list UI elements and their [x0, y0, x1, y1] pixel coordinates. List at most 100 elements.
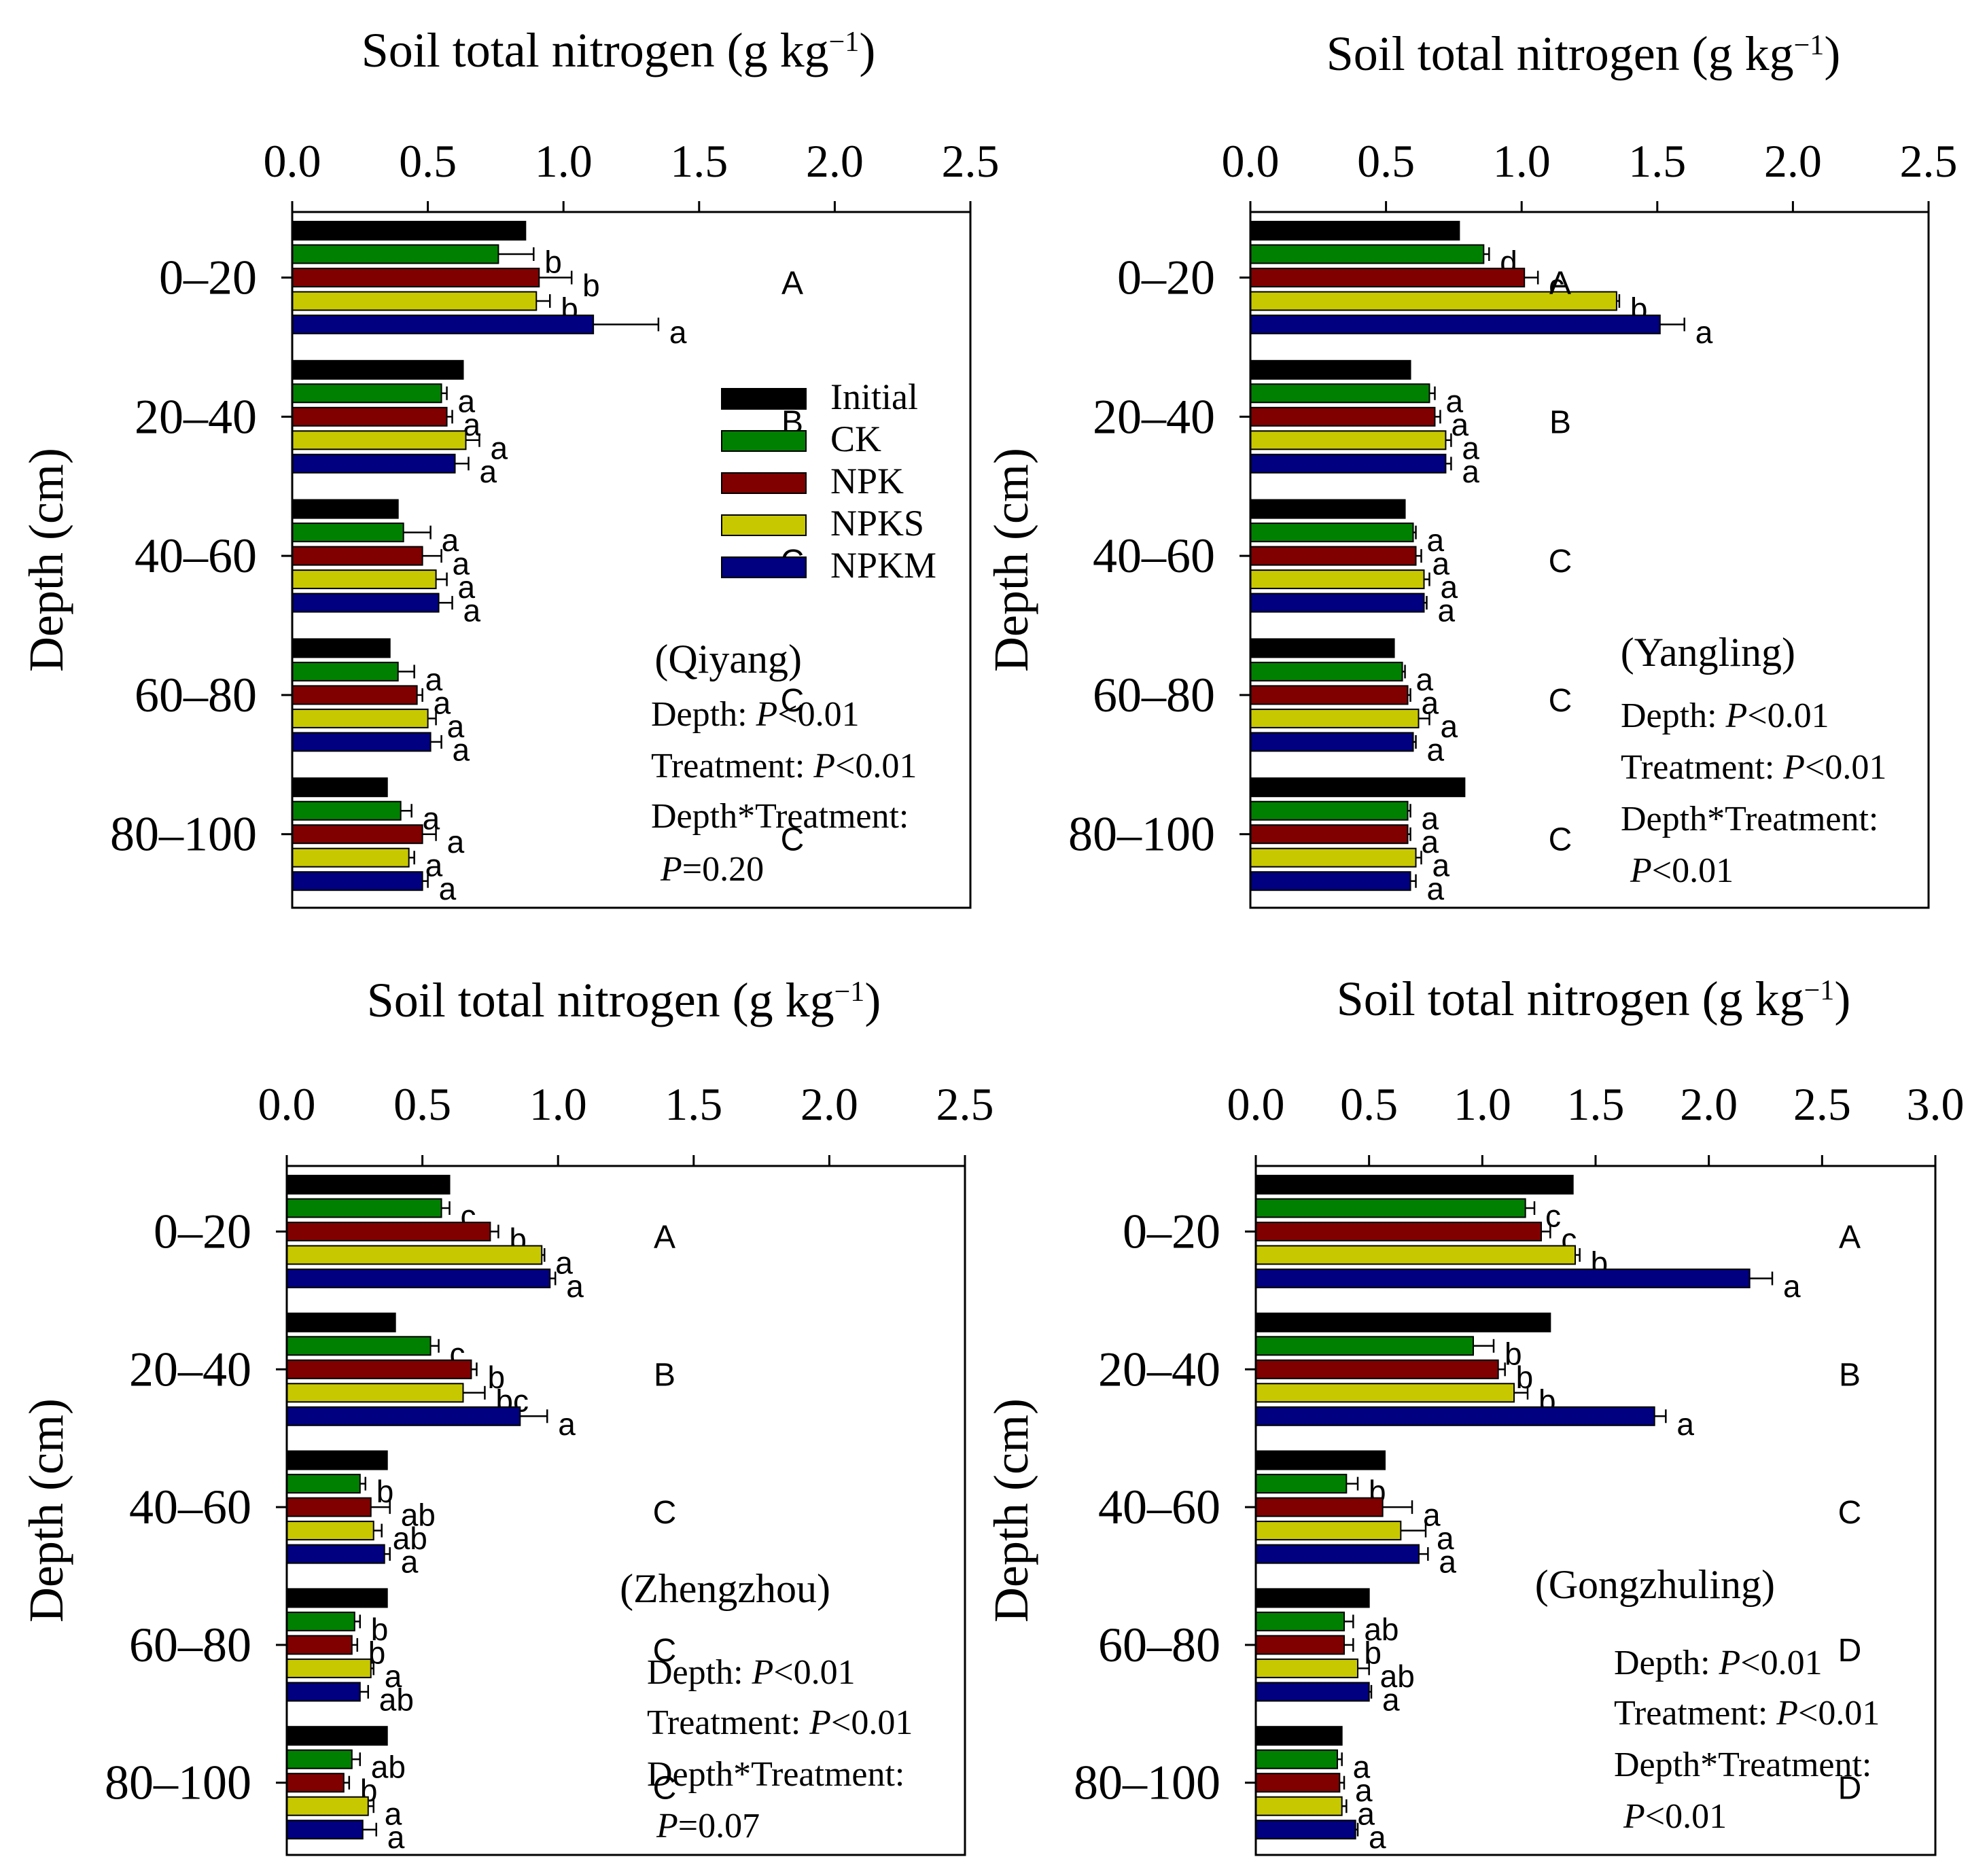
significance-letter: a [447, 709, 465, 744]
x-tick-label: 1.0 [529, 1078, 587, 1130]
stats-depth-part: <0.01 [1740, 1644, 1822, 1682]
significance-letter: a [1422, 824, 1439, 860]
y-tick-label: 80–100 [1068, 807, 1215, 862]
bar-initial-20-40 [286, 1312, 396, 1332]
chart-title: Soil total nitrogen (g kg−1) [362, 23, 876, 77]
y-tick-label: 20–40 [135, 389, 257, 444]
bar-npks-60-80 [1250, 708, 1420, 728]
bar-npkm-80-100 [292, 871, 423, 891]
bar-ck-60-80 [1255, 1611, 1345, 1631]
bar-initial-40-60 [1250, 499, 1406, 519]
stats-interaction-p: P [656, 1807, 678, 1845]
stats-depth-part: <0.01 [777, 695, 859, 734]
stats-interaction-label: Depth*Treatment: [1621, 800, 1878, 838]
bar-npk-80-100 [286, 1773, 345, 1793]
bar-npk-60-80 [1255, 1635, 1345, 1655]
panel-yangling: Soil total nitrogen (g kg−1) 0.0 0.5 1.0 1.5… [984, 26, 1958, 909]
significance-letter: b [1505, 1336, 1522, 1371]
significance-letter: a [1432, 848, 1449, 883]
y-tick-label: 40–60 [135, 529, 257, 583]
bar-ck-80-100 [1255, 1749, 1338, 1769]
depth-significance-letter: A [654, 1220, 675, 1256]
stats-interaction-label: Depth*Treatment: [1614, 1746, 1871, 1784]
x-tick-label: 0.0 [264, 135, 321, 187]
x-tick-label: 0.5 [399, 135, 457, 187]
significance-letter: a [425, 662, 443, 697]
significance-letter: a [1357, 1797, 1375, 1832]
depth-significance-letter: C [781, 822, 805, 858]
stats-depth-part: <0.01 [773, 1653, 855, 1692]
x-tick-label: 2.5 [1793, 1078, 1851, 1130]
legend-label-npks: NPKS [830, 503, 924, 544]
bar-ck-20-40 [1255, 1336, 1474, 1356]
bar-npks-40-60 [1255, 1521, 1402, 1541]
site-label: (Zhengzhou) [620, 1566, 830, 1611]
x-tick-label: 1.5 [1567, 1078, 1625, 1130]
bar-npks-20-40 [286, 1383, 464, 1403]
significance-letter: a [669, 315, 687, 350]
depth-significance-letter: D [1838, 1771, 1862, 1807]
significance-letter: a [1676, 1406, 1694, 1442]
significance-letter: ab [1380, 1659, 1415, 1694]
bar-npk-40-60 [1255, 1497, 1384, 1517]
depth-significance-letter: C [1549, 683, 1572, 719]
bar-initial-80-100 [286, 1726, 388, 1746]
significance-letter: ab [393, 1521, 427, 1556]
chart-title-text: Soil total nitrogen (g kg [1337, 972, 1804, 1026]
y-tick-label: 60–80 [135, 668, 257, 722]
depth-significance-letter: B [654, 1357, 675, 1393]
significance-letter: a [453, 732, 470, 767]
significance-letter: a [423, 801, 440, 836]
bar-ck-20-40 [292, 383, 442, 404]
x-tick-label: 1.0 [535, 135, 593, 187]
bar-npk-80-100 [292, 824, 423, 845]
stats-depth: Depth: P<0.01 [1621, 696, 1829, 735]
chart-title: Soil total nitrogen (g kg−1) [1337, 972, 1851, 1026]
bar-npkm-40-60 [1250, 592, 1425, 613]
legend-label-npkm: NPKM [830, 545, 936, 586]
bar-initial-40-60 [292, 499, 399, 519]
chart-title-superscript: −1 [834, 976, 865, 1008]
bar-ck-0-20 [1255, 1198, 1526, 1218]
x-tick-label: 1.5 [1628, 135, 1686, 187]
depth-significance-letter: A [1839, 1220, 1861, 1256]
bar-ck-0-20 [1250, 244, 1485, 264]
bar-ck-0-20 [292, 244, 499, 264]
stats-treatment-part: Treatment: [651, 747, 813, 785]
bar-npkm-60-80 [1250, 732, 1414, 752]
chart-title: Soil total nitrogen (g kg−1) [1326, 26, 1841, 81]
significance-letter: b [487, 1360, 505, 1395]
bar-npkm-80-100 [286, 1820, 364, 1840]
stats-interaction-label-part: Depth*Treatment: [647, 1755, 904, 1794]
significance-letter: a [1462, 454, 1479, 489]
chart-title-text: Soil total nitrogen (g kg [1326, 26, 1794, 81]
x-tick-label: 0.5 [1340, 1078, 1398, 1130]
x-tick-label: 0.0 [258, 1078, 316, 1130]
significance-letter: a [1462, 430, 1479, 465]
x-tick-label: 0.5 [393, 1078, 451, 1130]
stats-depth: Depth: P<0.01 [1614, 1644, 1823, 1682]
stats-treatment-part: P [813, 747, 835, 785]
stats-treatment: Treatment: P<0.01 [651, 747, 917, 785]
depth-significance-letter: C [1549, 822, 1572, 858]
depth-significance-letter: C [781, 683, 805, 719]
bar-npkm-60-80 [1255, 1682, 1370, 1702]
bar-initial-60-80 [1255, 1588, 1370, 1608]
stats-treatment-part: Treatment: [1621, 748, 1783, 787]
bar-npks-60-80 [286, 1658, 372, 1678]
site-label: (Yangling) [1621, 630, 1795, 675]
significance-letter: a [401, 1544, 419, 1580]
chart-title-close: ) [859, 23, 875, 77]
stats-interaction-label-part: Depth*Treatment: [1621, 800, 1878, 838]
depth-significance-letter: B [1549, 404, 1571, 440]
significance-letter: ab [379, 1682, 414, 1717]
stats-depth-part: P [752, 1653, 774, 1692]
bar-npk-80-100 [1255, 1773, 1341, 1793]
significance-letter: a [566, 1269, 584, 1304]
chart-title-close: ) [1834, 972, 1850, 1026]
panel-gongzhuling: Soil total nitrogen (g kg−1) 0.0 0.5 1.0 1.5… [984, 972, 1965, 1856]
bar-ck-40-60 [286, 1474, 361, 1494]
significance-letter: ab [1364, 1612, 1399, 1647]
y-tick-label: 0–20 [159, 251, 257, 305]
